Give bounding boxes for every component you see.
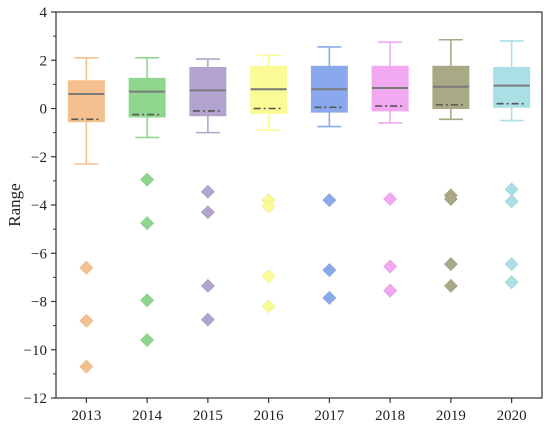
outlier-point: [200, 312, 215, 327]
outlier-point: [504, 257, 519, 272]
outlier-point: [79, 313, 94, 328]
outlier-point: [443, 278, 458, 293]
y-tick-label: −12: [24, 391, 47, 407]
box-2020: [493, 40, 531, 290]
box-2018: [371, 41, 409, 298]
y-tick-label: −4: [31, 198, 47, 214]
outlier-point: [261, 199, 276, 214]
x-tick-label-2017: 2017: [314, 408, 345, 424]
y-axis-title: Range: [5, 183, 24, 226]
y-axis: 4 2 0 −2 −4 −6 −8 −10 −12: [24, 5, 56, 407]
box-2017: [310, 46, 348, 305]
outlier-point: [443, 192, 458, 206]
outlier-point: [261, 269, 276, 284]
outlier-point: [383, 259, 398, 274]
outlier-point: [504, 182, 519, 197]
outlier-point: [322, 263, 337, 278]
outlier-point: [140, 172, 155, 187]
x-tick-label-2018: 2018: [375, 408, 405, 424]
box-2019: [432, 38, 470, 293]
outlier-point: [79, 359, 94, 374]
box-series: [67, 38, 531, 374]
outlier-point: [140, 216, 155, 231]
box-iqr: [189, 66, 227, 117]
x-tick-label-2019: 2019: [436, 408, 466, 424]
y-tick-label: −2: [31, 150, 47, 166]
y-tick-label: 0: [40, 102, 48, 118]
x-tick-label-2014: 2014: [132, 408, 163, 424]
box-iqr: [493, 66, 531, 108]
outlier-point: [383, 192, 398, 206]
x-axis: 2013 2014 2015 2016 2017 2018 2019 2020: [71, 398, 527, 424]
outlier-point: [322, 290, 337, 305]
x-tick-label-2013: 2013: [71, 408, 101, 424]
outlier-point: [504, 275, 519, 290]
outlier-point: [79, 260, 94, 275]
box-2013: [67, 57, 105, 374]
y-tick-label: −8: [31, 295, 47, 311]
y-tick-label: 4: [40, 5, 48, 21]
box-iqr: [67, 80, 105, 123]
box-2015: [189, 58, 227, 327]
outlier-point: [383, 283, 398, 298]
x-tick-label-2016: 2016: [254, 408, 285, 424]
y-tick-label: −6: [31, 246, 47, 262]
outlier-point: [140, 293, 155, 308]
box-2014: [128, 57, 166, 348]
box-iqr: [128, 77, 166, 118]
outlier-point: [200, 278, 215, 293]
outlier-point: [200, 184, 215, 199]
outlier-point: [322, 193, 337, 208]
outlier-point: [261, 299, 276, 314]
outlier-point: [504, 194, 519, 209]
y-tick-label: −10: [24, 343, 47, 359]
box-2016: [250, 54, 288, 314]
outlier-point: [140, 333, 155, 348]
outlier-point: [443, 257, 458, 272]
x-tick-label-2015: 2015: [193, 408, 223, 424]
y-tick-label: 2: [40, 53, 48, 69]
x-tick-label-2020: 2020: [497, 408, 527, 424]
outlier-point: [200, 205, 215, 220]
